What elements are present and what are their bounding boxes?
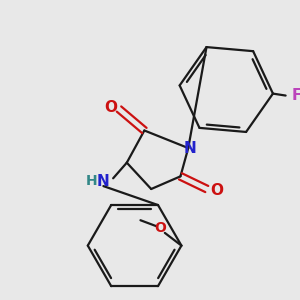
Text: H: H — [86, 174, 98, 188]
Text: F: F — [291, 88, 300, 103]
Text: O: O — [210, 184, 223, 199]
Text: O: O — [105, 100, 118, 115]
Text: N: N — [97, 174, 110, 189]
Text: O: O — [154, 221, 166, 235]
Text: N: N — [184, 140, 197, 155]
